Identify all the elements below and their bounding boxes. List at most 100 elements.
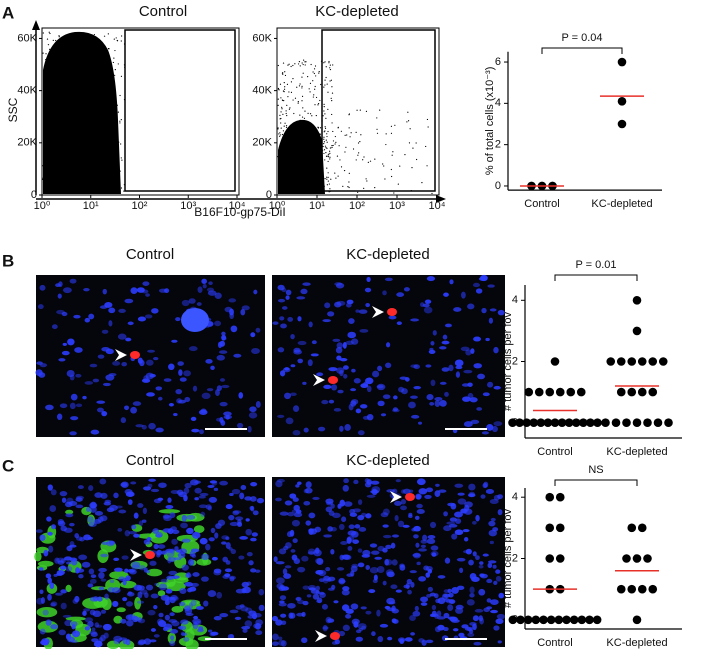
event (334, 172, 336, 174)
event (326, 155, 328, 157)
event (310, 142, 312, 144)
tumor-cell (130, 351, 140, 359)
nucleus (197, 286, 203, 293)
nucleus (413, 534, 419, 539)
significance-bracket (541, 47, 623, 54)
nucleus (225, 415, 230, 420)
event (82, 50, 85, 53)
event (294, 63, 296, 65)
event (123, 184, 126, 186)
data-point (637, 387, 647, 397)
nucleus (486, 423, 494, 431)
nucleus (281, 287, 287, 293)
nucleus (155, 532, 163, 538)
data-point (524, 387, 534, 397)
nucleus (127, 613, 136, 621)
nucleus (474, 608, 484, 613)
event (303, 59, 305, 61)
event (285, 171, 287, 174)
nucleus (180, 631, 186, 636)
event (63, 172, 65, 174)
nucleus (275, 480, 283, 488)
event (96, 179, 99, 181)
nucleus (342, 484, 349, 492)
event (76, 46, 78, 48)
y-tick-label: 0 (266, 189, 272, 201)
event (425, 145, 427, 148)
nucleus (490, 517, 496, 522)
data-point (616, 357, 626, 366)
nucleus (377, 365, 383, 372)
nucleus (162, 626, 169, 632)
event (345, 146, 347, 148)
nucleus (191, 428, 200, 433)
nucleus (327, 311, 335, 317)
nucleus (343, 501, 353, 507)
nucleus (357, 499, 363, 505)
nucleus (396, 321, 402, 326)
nucleus (360, 606, 367, 610)
green-stain (65, 509, 74, 515)
data-point (579, 418, 588, 428)
nucleus (296, 296, 306, 300)
nucleus (209, 480, 218, 484)
nucleus (183, 637, 190, 642)
nucleus (428, 349, 436, 354)
nucleus (97, 354, 105, 359)
event (66, 69, 68, 71)
event (282, 73, 284, 75)
event (290, 91, 293, 93)
event (379, 109, 381, 111)
nucleus (63, 556, 73, 561)
nucleus (493, 346, 499, 354)
nucleus (171, 538, 178, 545)
nucleus (308, 321, 313, 328)
nucleus (470, 348, 475, 354)
nucleus (360, 383, 369, 389)
nucleus (414, 605, 419, 612)
nucleus (69, 544, 77, 548)
event (284, 180, 286, 182)
nucleus (47, 593, 52, 601)
nucleus (55, 592, 63, 596)
nucleus (47, 484, 53, 491)
event (317, 169, 320, 171)
event (61, 96, 63, 98)
nucleus (482, 553, 489, 557)
nucleus (289, 493, 297, 499)
event (362, 159, 364, 161)
nucleus (358, 526, 367, 532)
nucleus (275, 497, 282, 502)
nucleus (456, 557, 466, 562)
nucleus (273, 556, 278, 563)
nucleus (78, 554, 88, 561)
data-point (531, 615, 541, 625)
nucleus (385, 342, 391, 348)
event (325, 152, 327, 154)
event (385, 133, 387, 135)
nucleus (394, 500, 402, 506)
event (104, 152, 106, 154)
event (290, 129, 292, 132)
event (293, 112, 295, 115)
event (75, 176, 77, 178)
nucleus (399, 376, 408, 380)
nucleus (169, 640, 176, 647)
nucleus (171, 339, 178, 343)
event (84, 50, 86, 53)
event (301, 116, 304, 118)
x-tick-label: Control (524, 198, 559, 210)
event (292, 125, 294, 127)
event (327, 130, 329, 133)
nucleus (62, 342, 68, 346)
nucleus (473, 336, 482, 342)
nucleus (282, 306, 288, 310)
event (382, 163, 384, 165)
nucleus (78, 574, 84, 579)
event (404, 154, 406, 156)
event (311, 150, 313, 152)
event (46, 38, 49, 40)
event (287, 96, 289, 98)
nucleus (486, 578, 493, 584)
panel-label: A (2, 3, 14, 22)
